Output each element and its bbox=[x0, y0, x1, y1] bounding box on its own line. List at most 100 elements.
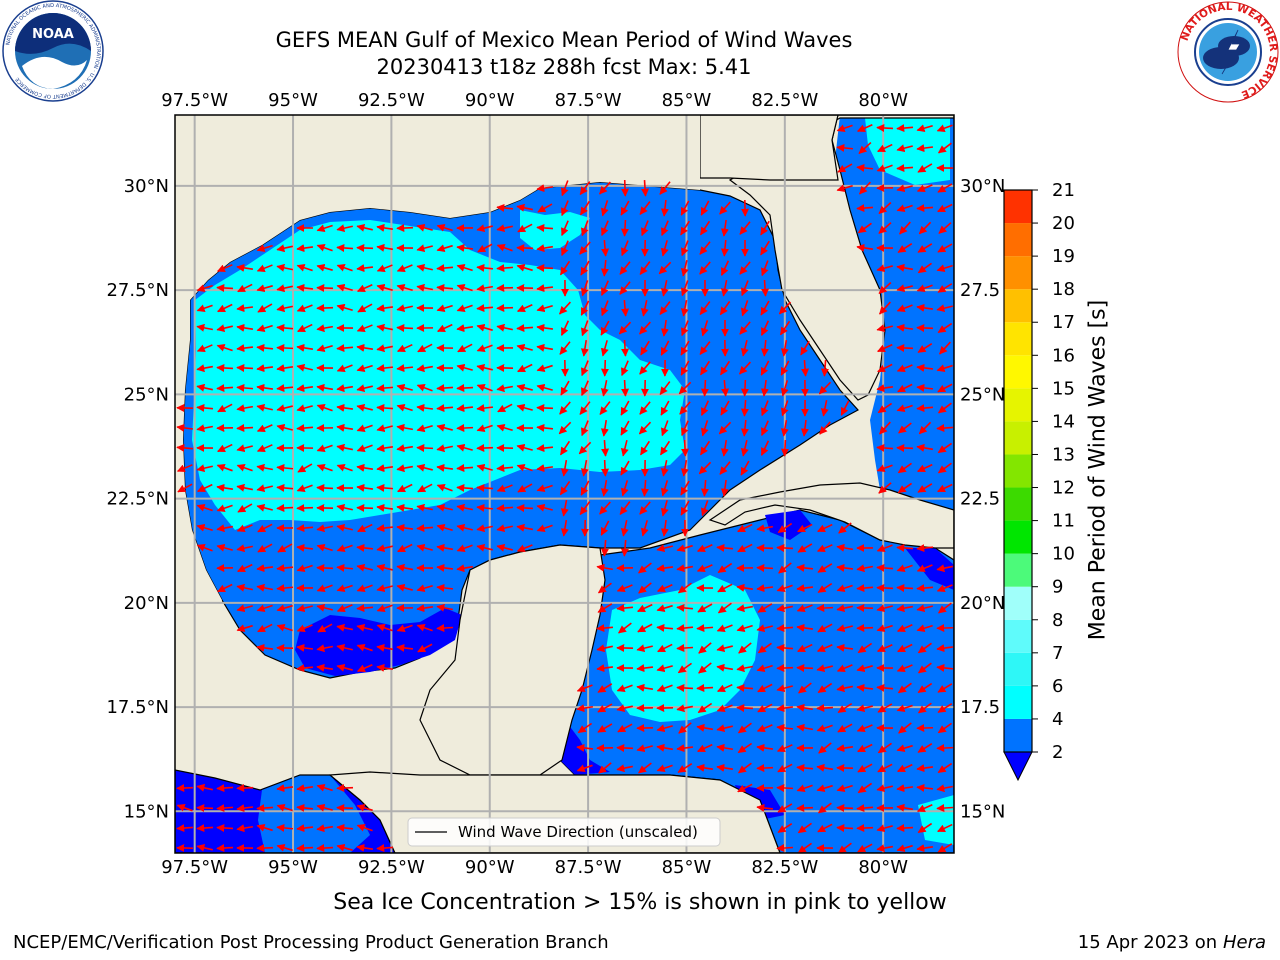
wave-direction-arrow bbox=[316, 463, 333, 472]
wave-direction-arrow bbox=[496, 243, 513, 252]
wave-direction-arrow bbox=[560, 380, 570, 396]
wave-direction-arrow bbox=[918, 421, 932, 435]
wave-direction-arrow bbox=[236, 824, 254, 833]
wave-direction-arrow bbox=[196, 403, 214, 412]
wave-direction-arrow bbox=[601, 280, 609, 297]
wave-direction-arrow bbox=[356, 284, 373, 292]
wave-direction-arrow bbox=[256, 823, 273, 832]
wave-direction-arrow bbox=[536, 323, 554, 332]
wave-direction-arrow bbox=[176, 784, 194, 793]
wave-direction-arrow bbox=[619, 281, 631, 295]
lat-label-left: 30°N bbox=[124, 176, 169, 197]
wave-direction-arrow bbox=[877, 763, 893, 773]
wave-direction-arrow bbox=[760, 339, 769, 357]
colorbar-frame bbox=[1003, 189, 1033, 753]
wave-direction-arrow bbox=[696, 624, 714, 633]
wave-direction-arrow bbox=[436, 304, 453, 313]
wave-direction-arrow bbox=[356, 243, 374, 252]
wave-direction-arrow bbox=[496, 264, 514, 273]
wave-direction-arrow bbox=[581, 380, 589, 397]
wave-direction-arrow bbox=[719, 300, 731, 316]
wave-direction-arrow bbox=[897, 243, 913, 253]
wave-direction-arrow bbox=[256, 503, 273, 512]
wave-direction-arrow bbox=[896, 263, 914, 272]
wave-direction-arrow bbox=[536, 464, 554, 473]
wave-direction-arrow bbox=[456, 363, 473, 372]
lon-label-top: 92.5°W bbox=[358, 90, 425, 111]
wave-direction-arrow bbox=[356, 384, 373, 393]
wave-direction-arrow bbox=[396, 323, 414, 332]
wave-direction-arrow bbox=[936, 424, 954, 433]
wave-direction-arrow bbox=[297, 323, 313, 333]
wave-direction-arrow bbox=[496, 464, 514, 473]
wave-direction-arrow bbox=[819, 421, 831, 435]
wave-direction-arrow bbox=[536, 284, 554, 293]
wave-direction-arrow bbox=[516, 463, 533, 472]
wave-direction-arrow bbox=[536, 304, 553, 313]
noaa-logo: NOAA NATIONAL OCEANIC AND ATMOSPHERIC AD… bbox=[2, 0, 104, 102]
wave-direction-arrow bbox=[276, 263, 293, 272]
wave-direction-arrow bbox=[599, 501, 611, 515]
colorbar-tick-label: 11 bbox=[1052, 511, 1075, 532]
wave-direction-arrow bbox=[656, 544, 673, 553]
wave-direction-arrow bbox=[376, 424, 393, 433]
wave-direction-arrow bbox=[780, 339, 789, 357]
wave-direction-arrow bbox=[476, 524, 493, 533]
wave-direction-arrow bbox=[216, 524, 234, 533]
wave-direction-arrow bbox=[496, 224, 513, 233]
wave-direction-arrow bbox=[376, 344, 394, 353]
footer-machine: Hera bbox=[1222, 932, 1266, 953]
wave-direction-arrow bbox=[336, 463, 353, 472]
wave-direction-arrow bbox=[336, 303, 353, 312]
colorbar-segment bbox=[1004, 421, 1032, 455]
wave-direction-arrow bbox=[698, 662, 712, 674]
wave-direction-arrow bbox=[838, 522, 852, 534]
wave-direction-arrow bbox=[397, 543, 413, 553]
wave-direction-arrow bbox=[619, 261, 631, 275]
wave-direction-arrow bbox=[936, 744, 954, 753]
wave-direction-arrow bbox=[756, 743, 774, 752]
wave-direction-arrow bbox=[579, 401, 591, 415]
wave-direction-arrow bbox=[620, 420, 630, 436]
wave-direction-arrow bbox=[476, 224, 493, 233]
wave-direction-arrow bbox=[739, 321, 751, 335]
wave-direction-arrow bbox=[416, 364, 434, 373]
wave-direction-arrow bbox=[599, 401, 611, 415]
wave-direction-arrow bbox=[817, 623, 833, 633]
wave-direction-arrow bbox=[516, 343, 533, 352]
wave-direction-arrow bbox=[817, 823, 833, 833]
wave-direction-arrow bbox=[196, 304, 213, 313]
wave-direction-arrow bbox=[601, 459, 610, 477]
wave-direction-arrow bbox=[896, 824, 914, 833]
wave-direction-arrow bbox=[516, 304, 533, 312]
wave-direction-arrow bbox=[376, 663, 394, 672]
wave-direction-arrow bbox=[496, 524, 513, 533]
wave-direction-arrow bbox=[336, 283, 353, 292]
wave-direction-arrow bbox=[396, 383, 413, 392]
wave-direction-arrow bbox=[296, 604, 313, 613]
wave-direction-arrow bbox=[778, 301, 792, 315]
wave-direction-arrow bbox=[897, 383, 913, 393]
wave-direction-arrow bbox=[236, 263, 254, 272]
wave-direction-arrow bbox=[316, 283, 334, 292]
wave-direction-arrow bbox=[720, 400, 730, 416]
wave-direction-arrow bbox=[896, 204, 913, 213]
wave-direction-arrow bbox=[196, 543, 213, 552]
wave-direction-arrow bbox=[436, 543, 454, 552]
wave-direction-arrow bbox=[560, 499, 569, 517]
wave-direction-arrow bbox=[316, 803, 333, 812]
wave-direction-arrow bbox=[436, 603, 454, 612]
wave-direction-arrow bbox=[816, 544, 833, 552]
wave-direction-arrow bbox=[456, 283, 473, 292]
wave-direction-arrow bbox=[456, 304, 473, 313]
wave-direction-arrow bbox=[836, 624, 853, 633]
colorbar-tick-label: 15 bbox=[1052, 378, 1075, 399]
wave-direction-arrow bbox=[620, 539, 629, 557]
map-area: Wind Wave Direction (unscaled) bbox=[175, 115, 954, 853]
wave-direction-arrow bbox=[678, 722, 692, 734]
wave-direction-arrow bbox=[876, 583, 894, 592]
colorbar-segment bbox=[1004, 718, 1032, 752]
wave-direction-arrow bbox=[796, 563, 814, 572]
wave-direction-arrow bbox=[638, 582, 652, 594]
wave-direction-arrow bbox=[857, 642, 873, 654]
